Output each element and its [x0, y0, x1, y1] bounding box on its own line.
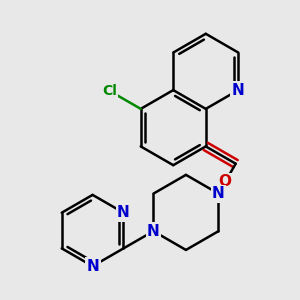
Text: N: N	[212, 186, 225, 201]
Text: O: O	[219, 174, 232, 189]
Text: N: N	[232, 82, 245, 98]
Text: N: N	[117, 205, 130, 220]
Text: N: N	[147, 224, 160, 239]
Text: Cl: Cl	[102, 84, 117, 98]
Text: N: N	[86, 259, 99, 274]
